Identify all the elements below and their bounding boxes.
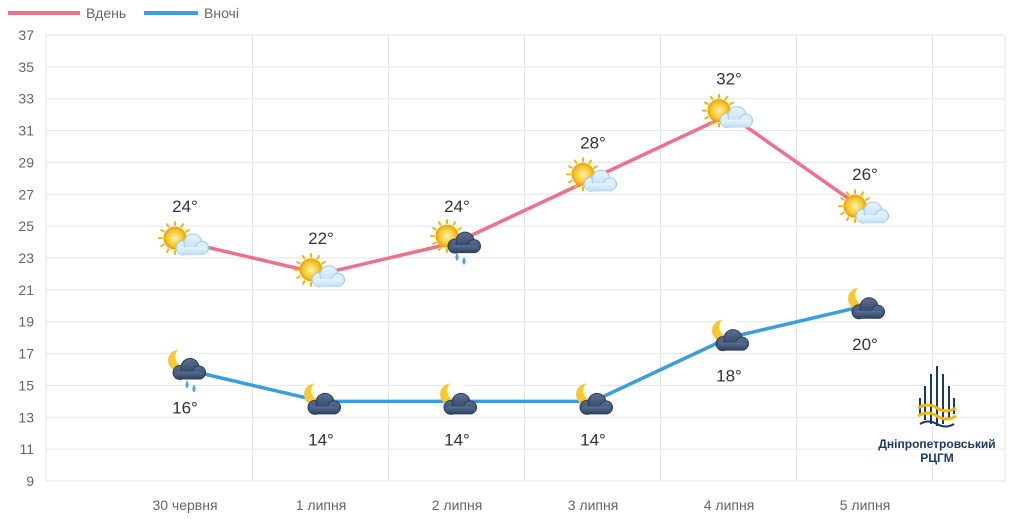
data-label: 24°	[444, 197, 470, 216]
y-tick-label: 23	[18, 250, 34, 266]
y-tick-label: 21	[18, 282, 34, 298]
moon-cloud-icon	[576, 380, 613, 415]
y-tick-label: 35	[18, 59, 34, 75]
data-label: 18°	[716, 367, 742, 386]
data-label: 14°	[444, 430, 470, 449]
y-tick-label: 31	[18, 123, 34, 139]
x-tick-label: 1 липня	[296, 497, 347, 513]
sun-cloud-icon	[566, 157, 617, 192]
moon-cloud-icon	[712, 316, 749, 352]
x-tick-label: 30 червня	[152, 497, 217, 513]
data-label: 14°	[580, 430, 606, 449]
sun-cloud-icon	[702, 93, 753, 129]
y-tick-label: 13	[18, 409, 34, 425]
moon-cloud-icon	[304, 380, 341, 415]
rcgm-logo: Дніпропетровський РЦГМ	[862, 362, 1012, 465]
x-tick-label: 3 липня	[568, 497, 619, 513]
data-label: 22°	[308, 229, 334, 248]
y-tick-label: 25	[18, 218, 34, 234]
data-label: 32°	[716, 70, 742, 89]
moon-rain-icon	[168, 346, 206, 393]
data-label: 20°	[852, 335, 878, 354]
y-tick-label: 29	[18, 154, 34, 170]
y-tick-label: 37	[18, 27, 34, 43]
data-label: 26°	[852, 165, 878, 184]
moon-cloud-icon	[440, 380, 477, 415]
sun-rain-icon	[430, 219, 481, 265]
y-axis-ticks: 9 11 13 15 17 19 21 23 25 27 29 31 33 35 37	[18, 27, 34, 489]
y-tick-label: 27	[18, 186, 34, 202]
y-tick-label: 9	[26, 473, 34, 489]
data-label: 16°	[172, 399, 198, 418]
series-lines	[184, 112, 867, 404]
legend-day-label: Вдень	[86, 5, 126, 21]
series-line-0	[184, 112, 867, 276]
y-tick-label: 19	[18, 314, 34, 330]
moon-cloud-icon	[848, 285, 885, 320]
data-labels: 24° 22° 24° 28° 32° 26° 16° 14° 14° 14° 18° 20°	[172, 70, 878, 450]
legend: Вдень Вночі	[8, 5, 239, 21]
logo-org-abbrev: РЦГМ	[920, 451, 954, 465]
x-tick-label: 2 липня	[432, 497, 483, 513]
x-tick-label: 5 липня	[840, 497, 891, 513]
weather-icons	[158, 93, 889, 415]
data-label: 24°	[172, 197, 198, 216]
y-tick-label: 11	[19, 441, 34, 457]
x-axis-ticks: 30 червня 1 липня 2 липня 3 липня 4 липня 5 л…	[152, 497, 890, 513]
sun-cloud-icon	[158, 221, 209, 256]
logo-org-name: Дніпропетровський	[878, 437, 996, 451]
y-tick-label: 33	[18, 91, 34, 107]
y-tick-label: 15	[18, 377, 34, 393]
y-tick-label: 17	[18, 346, 34, 362]
sun-cloud-icon	[294, 252, 345, 288]
data-label: 14°	[308, 430, 334, 449]
sun-cloud-icon	[838, 189, 889, 224]
data-label: 28°	[580, 133, 606, 152]
rcgm-emblem	[916, 364, 958, 428]
x-tick-label: 4 липня	[704, 497, 755, 513]
series-line-1	[184, 304, 866, 404]
legend-night-label: Вночі	[204, 5, 239, 21]
